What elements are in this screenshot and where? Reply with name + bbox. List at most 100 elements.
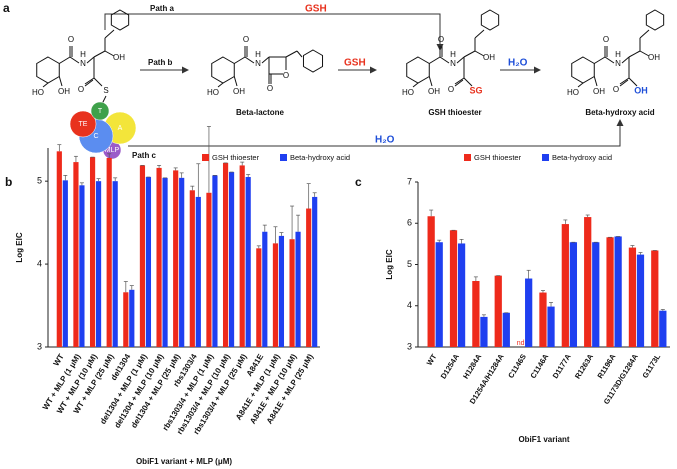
y-axis-label: Log EIC <box>15 232 24 262</box>
atom-label: O <box>267 84 273 93</box>
atom-label: OH <box>113 53 125 62</box>
bar <box>480 316 488 347</box>
y-axis-label: Log EIC <box>385 249 394 279</box>
bond <box>474 50 485 57</box>
bar <box>651 250 659 347</box>
bar <box>256 248 262 347</box>
error-bar <box>437 239 442 243</box>
error-bar <box>262 224 267 232</box>
atom-label: OH <box>428 87 440 96</box>
atom-label: HO <box>402 88 414 97</box>
bond <box>285 50 298 58</box>
bar <box>129 289 135 347</box>
atom-label: OH <box>233 87 245 96</box>
atom-label: O <box>78 85 84 94</box>
panel-label: b <box>5 175 12 189</box>
bar <box>62 180 68 347</box>
bond <box>594 56 606 64</box>
atom-label: S <box>103 86 108 95</box>
bond <box>58 76 63 87</box>
arrow <box>128 119 624 147</box>
bar <box>106 157 112 347</box>
atom-label: HO <box>207 88 219 97</box>
bar <box>56 151 62 347</box>
x-tick-label: C1146S <box>506 352 528 379</box>
atom-label: N <box>615 59 621 68</box>
bar <box>272 243 279 347</box>
ring <box>110 9 130 31</box>
bar <box>289 239 295 347</box>
ring <box>302 49 324 73</box>
bond <box>628 50 641 58</box>
bond <box>93 77 103 87</box>
bar <box>636 254 645 347</box>
bond <box>454 79 464 87</box>
error-bar <box>190 185 195 191</box>
error-bar <box>429 209 434 217</box>
error-bar <box>563 219 568 225</box>
bar <box>222 162 229 347</box>
bond <box>621 56 630 64</box>
bond <box>456 56 465 64</box>
bar <box>539 292 547 347</box>
bar <box>659 310 667 347</box>
bar <box>606 237 614 347</box>
domain-label: T <box>98 108 103 115</box>
ring <box>480 9 500 31</box>
bar <box>525 278 533 347</box>
bond <box>93 50 106 58</box>
bar <box>173 170 179 347</box>
domain-label: A <box>118 125 123 132</box>
bar <box>156 167 162 347</box>
bond <box>577 82 584 88</box>
x-tick-label: WT <box>425 352 439 367</box>
error-bar <box>63 175 68 181</box>
legend-label: GSH thioester <box>474 153 522 162</box>
y-tick-label: 3 <box>37 341 42 351</box>
bond <box>628 77 638 87</box>
domain-label: TE <box>79 121 88 128</box>
atom-label: H <box>255 50 261 59</box>
reagent: H₂O <box>508 58 528 69</box>
error-bar <box>107 153 112 158</box>
bond <box>619 79 629 87</box>
bar <box>472 281 480 347</box>
error-bar <box>246 174 251 178</box>
bond <box>296 50 303 58</box>
bar <box>457 243 466 347</box>
bar <box>569 242 578 347</box>
bar <box>245 177 251 347</box>
bar <box>584 217 592 347</box>
atom-label: O <box>243 35 249 44</box>
bar <box>79 185 85 347</box>
atom-label: O <box>613 85 619 94</box>
bond <box>428 76 433 87</box>
y-tick-label: 6 <box>407 218 412 228</box>
molecule-name: GSH thioester <box>428 108 481 117</box>
domain-label: C <box>93 133 98 140</box>
error-bar <box>157 165 162 168</box>
error-bar <box>279 232 284 236</box>
error-bar <box>549 302 554 307</box>
error-bar <box>256 245 261 249</box>
error-bar <box>660 309 665 311</box>
legend-swatch <box>464 154 471 161</box>
bar <box>295 231 301 347</box>
bar <box>628 247 637 347</box>
atom-label: H <box>615 50 621 59</box>
bar <box>73 162 79 347</box>
atom-label: O <box>603 35 609 44</box>
bar <box>435 242 443 347</box>
error-bar <box>585 214 590 218</box>
bond <box>412 82 419 88</box>
atom-label: O <box>448 85 454 94</box>
bar <box>89 157 96 347</box>
legend-swatch <box>202 154 209 161</box>
error-bar <box>638 252 643 255</box>
error-bar <box>113 177 118 182</box>
bond <box>261 56 270 64</box>
error-bar <box>129 285 134 290</box>
error-bar <box>630 245 635 248</box>
legend-swatch <box>280 154 287 161</box>
